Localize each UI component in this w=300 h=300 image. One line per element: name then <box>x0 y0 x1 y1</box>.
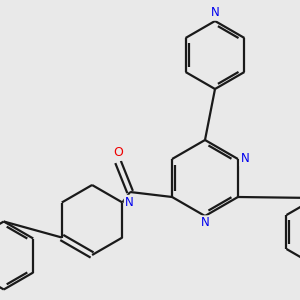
Text: N: N <box>125 196 134 209</box>
Text: N: N <box>241 152 249 166</box>
Text: N: N <box>201 217 209 230</box>
Text: N: N <box>211 7 219 20</box>
Text: O: O <box>113 146 123 160</box>
